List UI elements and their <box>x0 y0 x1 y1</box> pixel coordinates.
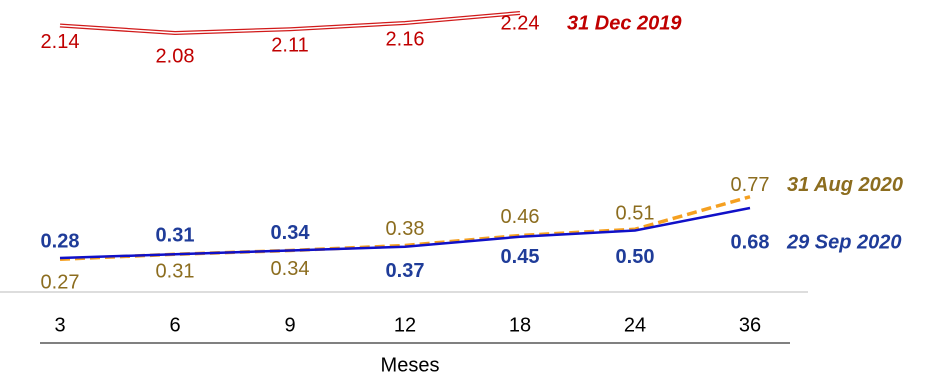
data-label: 0.45 <box>501 246 540 268</box>
x-tick-label: 3 <box>54 314 65 336</box>
data-label: 2.16 <box>386 28 425 50</box>
series-name: 29 Sep 2020 <box>786 231 902 253</box>
data-label: 0.46 <box>501 206 540 228</box>
data-label: 0.34 <box>271 258 310 280</box>
data-label: 0.31 <box>156 261 195 283</box>
x-tick-label: 24 <box>624 314 646 336</box>
series-name: 31 Dec 2019 <box>567 12 682 34</box>
data-label: 2.11 <box>271 35 308 57</box>
data-label: 0.68 <box>731 231 770 253</box>
data-label: 2.14 <box>41 31 80 53</box>
data-label: 0.77 <box>731 174 770 196</box>
data-label: 0.34 <box>271 222 311 244</box>
series-name: 31 Aug 2020 <box>787 174 903 196</box>
series-line-inner <box>59 12 521 34</box>
data-label: 2.08 <box>156 45 195 67</box>
data-label: 2.24 <box>501 12 540 34</box>
x-tick-label: 6 <box>169 314 180 336</box>
data-label: 0.28 <box>41 230 80 252</box>
data-label: 0.51 <box>616 203 655 225</box>
x-axis-title: Meses <box>381 354 440 376</box>
series-line <box>59 206 751 260</box>
x-tick-label: 12 <box>394 314 416 336</box>
data-label: 0.50 <box>616 246 655 268</box>
x-tick-label: 18 <box>509 314 531 336</box>
data-label: 0.31 <box>156 225 195 247</box>
data-label: 0.38 <box>386 218 425 240</box>
x-tick-label: 9 <box>284 314 295 336</box>
x-tick-label: 36 <box>739 314 761 336</box>
data-label: 0.37 <box>386 260 425 282</box>
data-label: 0.27 <box>41 272 80 294</box>
